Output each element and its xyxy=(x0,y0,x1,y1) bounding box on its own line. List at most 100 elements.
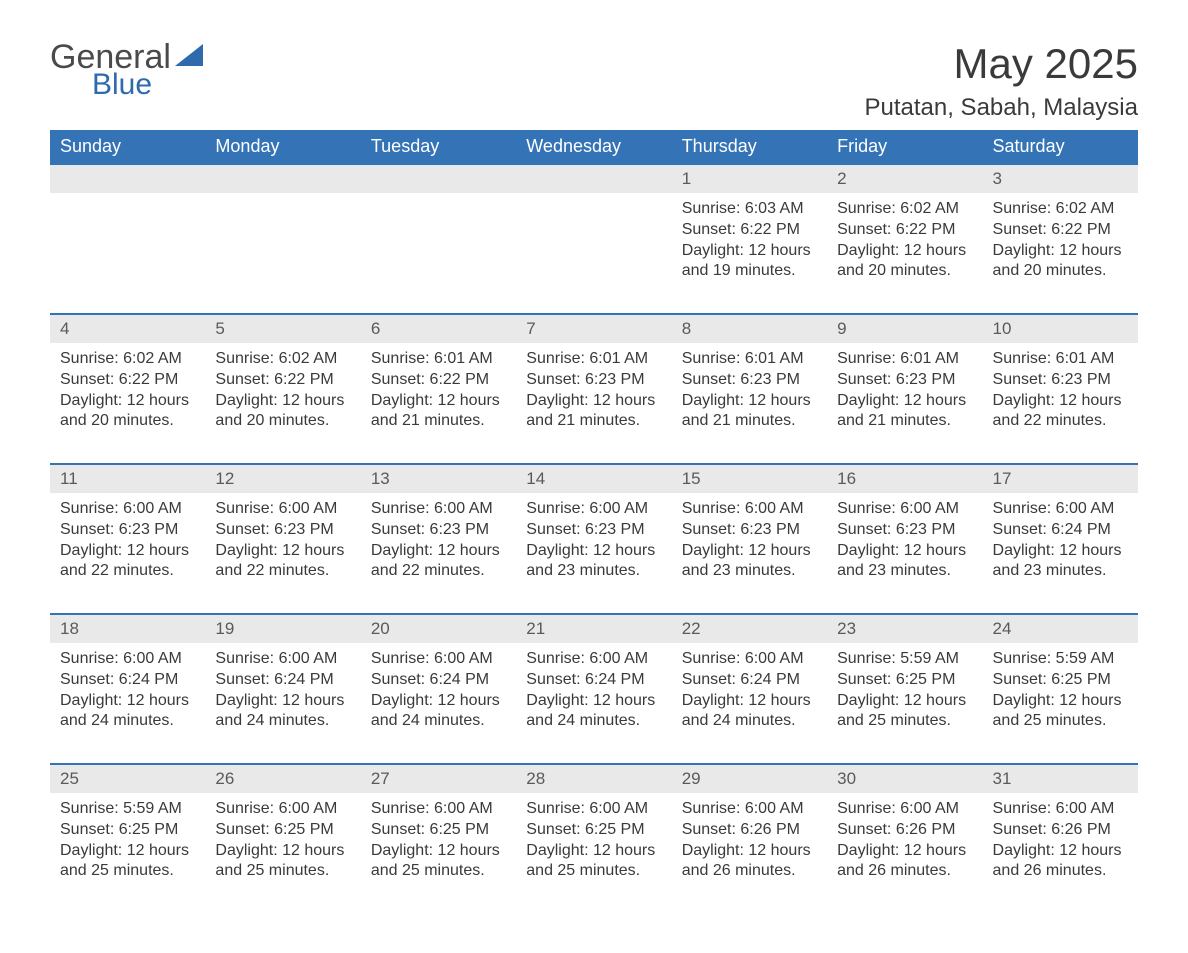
daylight-line: Daylight: 12 hours and 20 minutes. xyxy=(993,241,1128,283)
sunrise-line: Sunrise: 6:00 AM xyxy=(215,499,350,520)
day-cell-number: 7 xyxy=(516,314,671,343)
day-cell-number: 3 xyxy=(983,164,1138,193)
sunrise-line: Sunrise: 6:00 AM xyxy=(993,499,1128,520)
sunset-line: Sunset: 6:22 PM xyxy=(682,220,817,241)
calendar-body: 123Sunrise: 6:03 AMSunset: 6:22 PMDaylig… xyxy=(50,164,1138,913)
day-header: Tuesday xyxy=(361,130,516,164)
sunset-line: Sunset: 6:23 PM xyxy=(993,370,1128,391)
blank-day xyxy=(361,165,516,193)
day-details: Sunrise: 6:01 AMSunset: 6:23 PMDaylight:… xyxy=(672,343,827,463)
day-details: Sunrise: 6:02 AMSunset: 6:22 PMDaylight:… xyxy=(205,343,360,463)
day-number: 11 xyxy=(50,465,205,493)
day-cell-number: 5 xyxy=(205,314,360,343)
sunrise-line: Sunrise: 6:00 AM xyxy=(371,799,506,820)
logo: General Blue xyxy=(50,40,203,102)
daylight-line: Daylight: 12 hours and 22 minutes. xyxy=(371,541,506,583)
sunrise-line: Sunrise: 5:59 AM xyxy=(837,649,972,670)
location-text: Putatan, Sabah, Malaysia xyxy=(864,94,1138,122)
day-number: 16 xyxy=(827,465,982,493)
day-details: Sunrise: 5:59 AMSunset: 6:25 PMDaylight:… xyxy=(50,793,205,913)
daylight-line: Daylight: 12 hours and 23 minutes. xyxy=(682,541,817,583)
week-body-row: Sunrise: 6:00 AMSunset: 6:23 PMDaylight:… xyxy=(50,493,1138,614)
day-cell-body xyxy=(516,193,671,314)
sunset-line: Sunset: 6:22 PM xyxy=(837,220,972,241)
sunrise-line: Sunrise: 6:00 AM xyxy=(215,649,350,670)
week-daynum-row: 18192021222324 xyxy=(50,614,1138,643)
daylight-line: Daylight: 12 hours and 26 minutes. xyxy=(993,841,1128,883)
day-number: 7 xyxy=(516,315,671,343)
sunset-line: Sunset: 6:23 PM xyxy=(526,520,661,541)
sunrise-line: Sunrise: 6:00 AM xyxy=(682,649,817,670)
sunset-line: Sunset: 6:25 PM xyxy=(993,670,1128,691)
day-number: 22 xyxy=(672,615,827,643)
day-cell-number: 11 xyxy=(50,464,205,493)
day-cell-body: Sunrise: 6:02 AMSunset: 6:22 PMDaylight:… xyxy=(983,193,1138,314)
week-body-row: Sunrise: 6:03 AMSunset: 6:22 PMDaylight:… xyxy=(50,193,1138,314)
blank-day-body xyxy=(361,193,516,313)
day-cell-number: 2 xyxy=(827,164,982,193)
day-cell-body: Sunrise: 6:00 AMSunset: 6:23 PMDaylight:… xyxy=(672,493,827,614)
day-number: 4 xyxy=(50,315,205,343)
sunrise-line: Sunrise: 6:00 AM xyxy=(60,499,195,520)
day-details: Sunrise: 6:00 AMSunset: 6:23 PMDaylight:… xyxy=(361,493,516,613)
daylight-line: Daylight: 12 hours and 22 minutes. xyxy=(60,541,195,583)
day-number: 19 xyxy=(205,615,360,643)
daylight-line: Daylight: 12 hours and 19 minutes. xyxy=(682,241,817,283)
sunrise-line: Sunrise: 6:00 AM xyxy=(993,799,1128,820)
day-cell-body: Sunrise: 6:00 AMSunset: 6:23 PMDaylight:… xyxy=(205,493,360,614)
week-daynum-row: 123 xyxy=(50,164,1138,193)
daylight-line: Daylight: 12 hours and 20 minutes. xyxy=(60,391,195,433)
daylight-line: Daylight: 12 hours and 20 minutes. xyxy=(837,241,972,283)
daylight-line: Daylight: 12 hours and 24 minutes. xyxy=(60,691,195,733)
sunrise-line: Sunrise: 6:00 AM xyxy=(682,799,817,820)
sunset-line: Sunset: 6:25 PM xyxy=(215,820,350,841)
sunrise-line: Sunrise: 6:01 AM xyxy=(682,349,817,370)
day-cell-number: 14 xyxy=(516,464,671,493)
daylight-line: Daylight: 12 hours and 26 minutes. xyxy=(837,841,972,883)
day-header: Friday xyxy=(827,130,982,164)
blank-day xyxy=(516,165,671,193)
blank-day-body xyxy=(50,193,205,313)
days-of-week-row: SundayMondayTuesdayWednesdayThursdayFrid… xyxy=(50,130,1138,164)
day-cell-number xyxy=(50,164,205,193)
day-number: 9 xyxy=(827,315,982,343)
sunrise-line: Sunrise: 5:59 AM xyxy=(60,799,195,820)
sunrise-line: Sunrise: 6:02 AM xyxy=(837,199,972,220)
day-header: Saturday xyxy=(983,130,1138,164)
week-body-row: Sunrise: 6:02 AMSunset: 6:22 PMDaylight:… xyxy=(50,343,1138,464)
day-cell-body: Sunrise: 5:59 AMSunset: 6:25 PMDaylight:… xyxy=(827,643,982,764)
day-number: 17 xyxy=(983,465,1138,493)
day-cell-number xyxy=(361,164,516,193)
day-cell-number: 16 xyxy=(827,464,982,493)
day-cell-number xyxy=(205,164,360,193)
sunset-line: Sunset: 6:22 PM xyxy=(215,370,350,391)
day-number: 29 xyxy=(672,765,827,793)
day-cell-number: 24 xyxy=(983,614,1138,643)
day-number: 24 xyxy=(983,615,1138,643)
sunrise-line: Sunrise: 6:01 AM xyxy=(837,349,972,370)
day-number: 1 xyxy=(672,165,827,193)
day-cell-number: 19 xyxy=(205,614,360,643)
day-number: 30 xyxy=(827,765,982,793)
day-cell-body: Sunrise: 6:02 AMSunset: 6:22 PMDaylight:… xyxy=(50,343,205,464)
day-details: Sunrise: 6:00 AMSunset: 6:26 PMDaylight:… xyxy=(672,793,827,913)
daylight-line: Daylight: 12 hours and 25 minutes. xyxy=(993,691,1128,733)
day-details: Sunrise: 6:00 AMSunset: 6:23 PMDaylight:… xyxy=(50,493,205,613)
day-number: 5 xyxy=(205,315,360,343)
week-daynum-row: 45678910 xyxy=(50,314,1138,343)
daylight-line: Daylight: 12 hours and 24 minutes. xyxy=(526,691,661,733)
day-cell-number: 12 xyxy=(205,464,360,493)
sunset-line: Sunset: 6:22 PM xyxy=(371,370,506,391)
day-cell-number: 8 xyxy=(672,314,827,343)
day-cell-body: Sunrise: 6:00 AMSunset: 6:23 PMDaylight:… xyxy=(50,493,205,614)
day-cell-number: 21 xyxy=(516,614,671,643)
blank-day-body xyxy=(516,193,671,313)
sunset-line: Sunset: 6:23 PM xyxy=(371,520,506,541)
day-number: 28 xyxy=(516,765,671,793)
day-cell-number: 27 xyxy=(361,764,516,793)
week-body-row: Sunrise: 6:00 AMSunset: 6:24 PMDaylight:… xyxy=(50,643,1138,764)
day-cell-body: Sunrise: 6:00 AMSunset: 6:24 PMDaylight:… xyxy=(672,643,827,764)
sunset-line: Sunset: 6:22 PM xyxy=(993,220,1128,241)
day-cell-number: 18 xyxy=(50,614,205,643)
sunrise-line: Sunrise: 5:59 AM xyxy=(993,649,1128,670)
